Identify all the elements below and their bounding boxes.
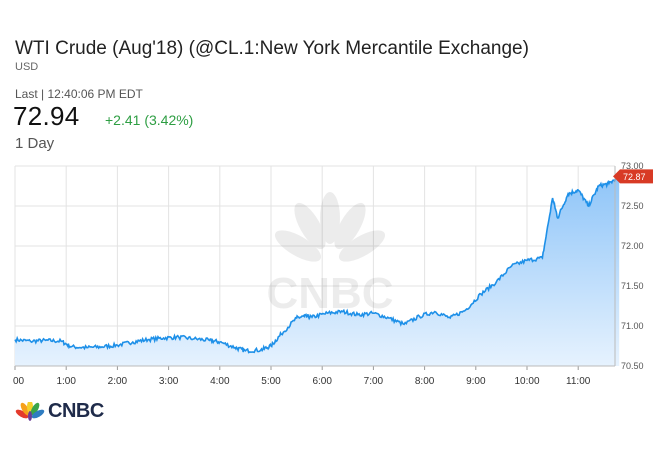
y-axis: 73.00 72.50 72.00 71.50 71.00 70.50 <box>614 161 644 371</box>
last-price-tag <box>613 169 653 184</box>
price-chart[interactable]: CNBC 73.00 72.50 72.00 71.50 71.00 70.50 00 1:… <box>0 150 670 390</box>
x-tick-label: 4:00 <box>210 376 230 387</box>
x-tick-label: 1:00 <box>56 376 76 387</box>
x-tick-label: 6:00 <box>312 376 332 387</box>
peacock-icon <box>15 401 45 421</box>
currency-label: USD <box>15 61 39 73</box>
y-tick-label: 71.00 <box>621 321 644 331</box>
x-tick-label: 9:00 <box>466 376 486 387</box>
y-tick-label: 71.50 <box>621 281 644 291</box>
x-axis: 00 1:00 2:00 3:00 4:00 5:00 6:00 7:00 8:00 9:00 10… <box>13 365 615 387</box>
cnbc-logo: CNBC <box>15 400 104 423</box>
svg-text:CNBC: CNBC <box>266 269 393 318</box>
x-tick-label: 10:00 <box>514 376 539 387</box>
x-tick-label: 11:00 <box>566 376 591 387</box>
time-range-label: 1 Day <box>15 135 55 152</box>
y-tick-label: 70.50 <box>621 361 644 371</box>
price-line <box>14 173 620 354</box>
last-price-tag-label: 72.87 <box>623 172 646 182</box>
instrument-title: WTI Crude (Aug'18) (@CL.1:New York Merca… <box>15 38 529 59</box>
x-tick-label: 00 <box>13 376 25 387</box>
last-update-label: Last | 12:40:06 PM EDT <box>15 87 143 101</box>
x-tick-label: 5:00 <box>261 376 281 387</box>
y-tick-label: 72.50 <box>621 201 644 211</box>
x-tick-label: 3:00 <box>159 376 179 387</box>
last-price: 72.94 <box>13 101 80 131</box>
x-tick-label: 2:00 <box>108 376 128 387</box>
y-tick-label: 73.00 <box>621 161 644 171</box>
last-price-marker: 72.87 <box>613 169 653 184</box>
y-tick-label: 72.00 <box>621 241 644 251</box>
price-area <box>15 175 620 366</box>
x-tick-label: 7:00 <box>364 376 384 387</box>
price-change: +2.41 (3.42%) <box>105 112 194 128</box>
x-tick-label: 8:00 <box>415 376 435 387</box>
cnbc-watermark-icon: CNBC <box>266 192 394 318</box>
cnbc-logo-text: CNBC <box>48 400 104 422</box>
